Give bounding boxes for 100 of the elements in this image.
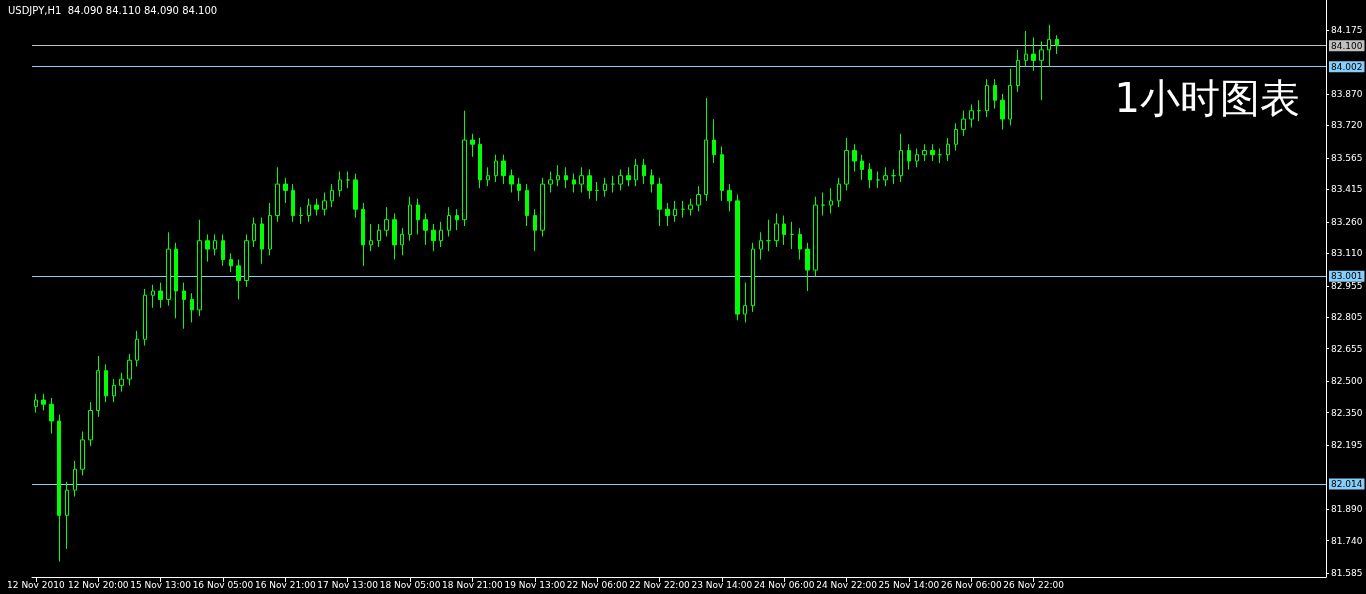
candlestick (603, 177, 607, 198)
candlestick (611, 175, 615, 193)
candlestick (462, 110, 467, 227)
candlestick (275, 166, 280, 223)
x-tick-label: 24 Nov 06:00 (753, 579, 815, 590)
ref-line-label: 82.014 (1331, 478, 1363, 489)
candlestick (338, 171, 342, 198)
candlestick (455, 208, 459, 231)
candlestick (961, 110, 966, 137)
candlestick (969, 103, 974, 128)
y-tick-label: 81.585 (1331, 568, 1363, 579)
candlestick (400, 227, 404, 256)
candlestick (930, 143, 935, 162)
y-tick-label: 82.955 (1331, 280, 1363, 291)
candlestick (135, 330, 139, 367)
y-tick-label: 83.260 (1331, 216, 1363, 227)
candlestick (556, 164, 560, 187)
candlestick (579, 166, 584, 193)
candlestick (572, 173, 576, 193)
candlestick (80, 430, 85, 477)
candlestick (205, 233, 210, 263)
candlestick (805, 242, 810, 292)
x-tick-label: 19 Nov 13:00 (504, 579, 566, 590)
y-tick-label: 81.740 (1331, 535, 1363, 546)
ref-line-label: 83.001 (1331, 271, 1363, 282)
candlestick (322, 191, 327, 217)
candlestick (704, 97, 708, 202)
candlestick (439, 221, 443, 248)
y-tick-label: 81.890 (1331, 504, 1363, 515)
y-tick-label: 82.350 (1331, 407, 1363, 418)
candlestick (665, 202, 670, 227)
candlestick (213, 233, 217, 256)
candlestick (743, 282, 747, 323)
candlestick (501, 154, 506, 185)
y-tick-label: 83.110 (1331, 248, 1363, 259)
y-tick-label: 82.805 (1331, 312, 1363, 323)
candlestick (96, 355, 100, 418)
candlestick (174, 242, 178, 319)
candlestick (494, 154, 498, 183)
y-tick-label: 82.195 (1331, 440, 1363, 451)
candlestick (119, 372, 124, 393)
candlestick (307, 198, 311, 223)
ref-line-label: 84.100 (1331, 40, 1363, 51)
y-tick-label: 83.565 (1331, 152, 1363, 163)
y-tick-label: 84.175 (1331, 24, 1363, 35)
candlestick (158, 282, 163, 309)
x-tick-label: 16 Nov 05:00 (192, 579, 254, 590)
candlestick (361, 202, 365, 267)
candlestick (587, 168, 592, 200)
candlestick (899, 133, 903, 183)
candlestick (143, 288, 147, 347)
candlestick (104, 363, 108, 403)
candlestick (688, 198, 693, 217)
candlestick (127, 353, 132, 386)
candlestick (65, 481, 69, 550)
candlestick (860, 154, 864, 181)
candlestick (182, 282, 186, 330)
candlestick (221, 233, 225, 267)
candlestick (907, 143, 911, 170)
candlestick (416, 198, 420, 235)
candlestick (533, 208, 537, 252)
candlestick (252, 217, 256, 248)
x-tick-label: 18 Nov 21:00 (442, 579, 504, 590)
candlestick (408, 196, 412, 242)
candlestick (634, 158, 638, 187)
x-tick-label: 22 Nov 22:00 (629, 579, 691, 590)
candlestick (353, 173, 358, 219)
candlestick (73, 460, 77, 497)
x-tick-label: 15 Nov 13:00 (130, 579, 192, 590)
candlestick (330, 183, 334, 208)
candlestick (478, 137, 482, 189)
candlestick (1031, 36, 1036, 72)
candlestick (283, 177, 288, 204)
x-tick-label: 26 Nov 22:00 (1003, 579, 1065, 590)
x-tick-label: 22 Nov 06:00 (566, 579, 628, 590)
x-tick-label: 24 Nov 22:00 (816, 579, 878, 590)
candlestick (392, 212, 397, 261)
candlestick (291, 183, 295, 223)
candlestick (1047, 24, 1051, 68)
candlestick (766, 219, 771, 252)
candlestick (876, 171, 880, 189)
candlestick (88, 401, 93, 447)
candlestick (751, 242, 755, 313)
candlestick (299, 206, 303, 225)
candlestick (852, 143, 857, 173)
y-tick-label: 83.720 (1331, 120, 1363, 131)
candlestick (197, 219, 202, 317)
candlestick (720, 145, 724, 202)
candlestick (1008, 68, 1012, 126)
candlestick (1024, 30, 1028, 68)
x-tick-label: 25 Nov 14:00 (878, 579, 940, 590)
candlestick (244, 233, 249, 288)
candlestick (57, 414, 61, 562)
candlestick (190, 292, 194, 323)
candlestick (938, 147, 942, 164)
y-tick-label: 82.655 (1331, 343, 1363, 354)
candlestick (486, 166, 490, 187)
candlestick (650, 168, 654, 193)
candlestick (377, 223, 381, 248)
candlestick (1039, 41, 1044, 101)
